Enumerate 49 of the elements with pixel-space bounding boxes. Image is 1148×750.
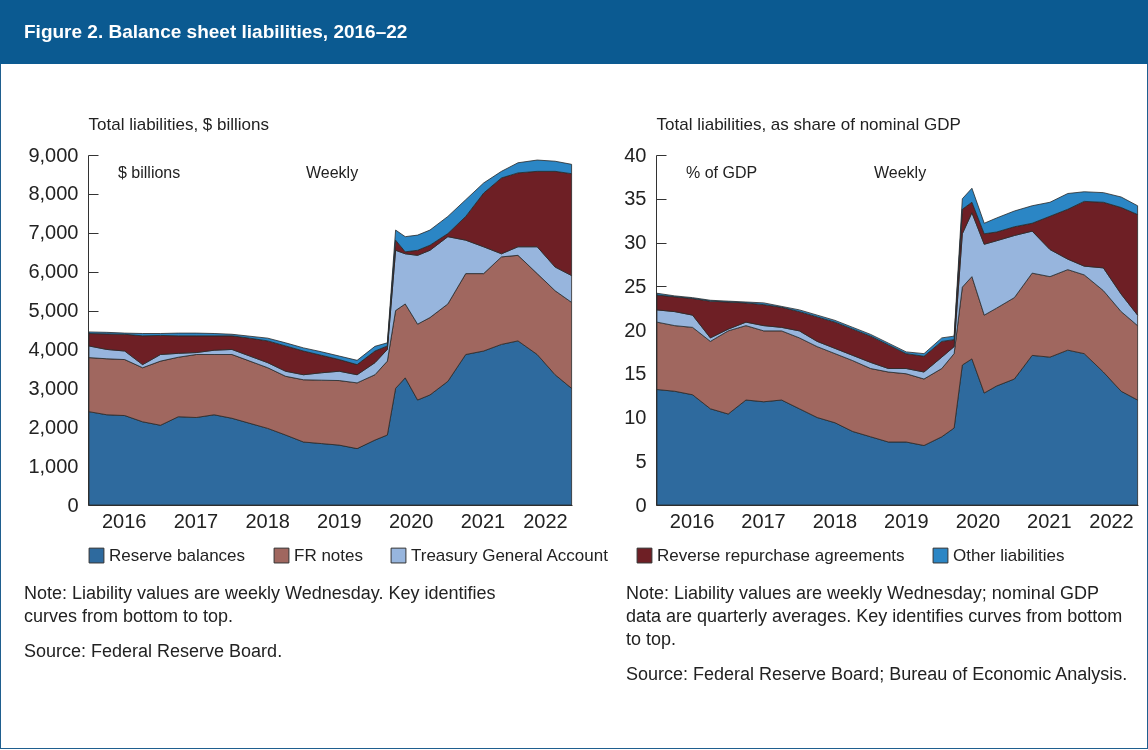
- x-tick-label: 2022: [1089, 509, 1134, 532]
- annotation: $ billions: [118, 164, 181, 181]
- x-tick-label: 2017: [173, 509, 219, 532]
- y-tick-label: 5,000: [28, 299, 79, 322]
- y-tick-label: 2,000: [28, 415, 79, 438]
- y-tick-label: 0: [67, 493, 79, 516]
- y-tick-label: 3,000: [28, 376, 79, 399]
- x-tick-label: 2018: [812, 509, 858, 532]
- y-tick-label: 15: [624, 362, 647, 385]
- legend-label: Treasury General Account: [411, 545, 609, 565]
- x-tick-label: 2016: [102, 509, 147, 532]
- x-tick-label: 2019: [317, 509, 362, 532]
- x-tick-label: 2017: [741, 509, 786, 532]
- text: Note: Liability values are weekly Wednesday. Key identifies curves from bottom to top.: [24, 582, 497, 628]
- y-tick-label: 8,000: [28, 182, 79, 205]
- x-tick-label: 2018: [245, 509, 290, 532]
- y-tick-label: 6,000: [28, 260, 79, 283]
- x-tick-label: 2021: [460, 509, 506, 532]
- y-axis-title: Total liabilities, $ billions: [88, 114, 269, 134]
- x-tick-label: 2021: [1027, 509, 1072, 532]
- y-tick-label: 25: [624, 274, 647, 297]
- text: Note: Liability values are weekly Wednesday; nominal GDP data are quarterly averages. Key identifies curves from bottom to top.: [626, 582, 1124, 651]
- x-tick-label: 2022: [523, 509, 568, 532]
- y-tick-label: 0: [635, 493, 647, 516]
- y-tick-label: 40: [624, 143, 647, 166]
- annotation: Weekly: [306, 164, 359, 181]
- y-axis-title: Total liabilities, as share of nominal GDP: [656, 114, 961, 134]
- source-note: Source: Federal Reserve Board.: [24, 640, 284, 663]
- y-tick-label: 20: [624, 318, 647, 341]
- y-tick-label: 10: [624, 406, 647, 428]
- legend-label: Reserve balances: [109, 545, 246, 565]
- legend-label: Reverse repurchase agreements: [657, 545, 905, 565]
- y-tick-label: 30: [624, 231, 647, 253]
- y-tick-label: 7,000: [28, 221, 79, 244]
- source-note: Source: Federal Reserve Board; Bureau of Economic Analysis.: [626, 663, 1129, 686]
- y-tick-label: 1,000: [28, 454, 79, 477]
- x-tick-label: 2020: [388, 509, 434, 532]
- x-tick-label: 2016: [669, 509, 715, 532]
- y-tick-label: 5: [635, 449, 647, 472]
- y-tick-label: 9,000: [28, 143, 79, 166]
- annotation: % of GDP: [686, 164, 758, 181]
- chart-title: Figure 2. Balance sheet liabilities, 2016–22: [0, 0, 1148, 64]
- annotation: Weekly: [874, 164, 927, 181]
- y-tick-label: 4,000: [28, 337, 79, 360]
- legend-label: FR notes: [294, 545, 363, 565]
- legend-label: Other liabilities: [953, 545, 1065, 565]
- x-tick-label: 2020: [955, 509, 1001, 532]
- x-tick-label: 2019: [884, 509, 929, 532]
- y-tick-label: 35: [624, 187, 647, 210]
